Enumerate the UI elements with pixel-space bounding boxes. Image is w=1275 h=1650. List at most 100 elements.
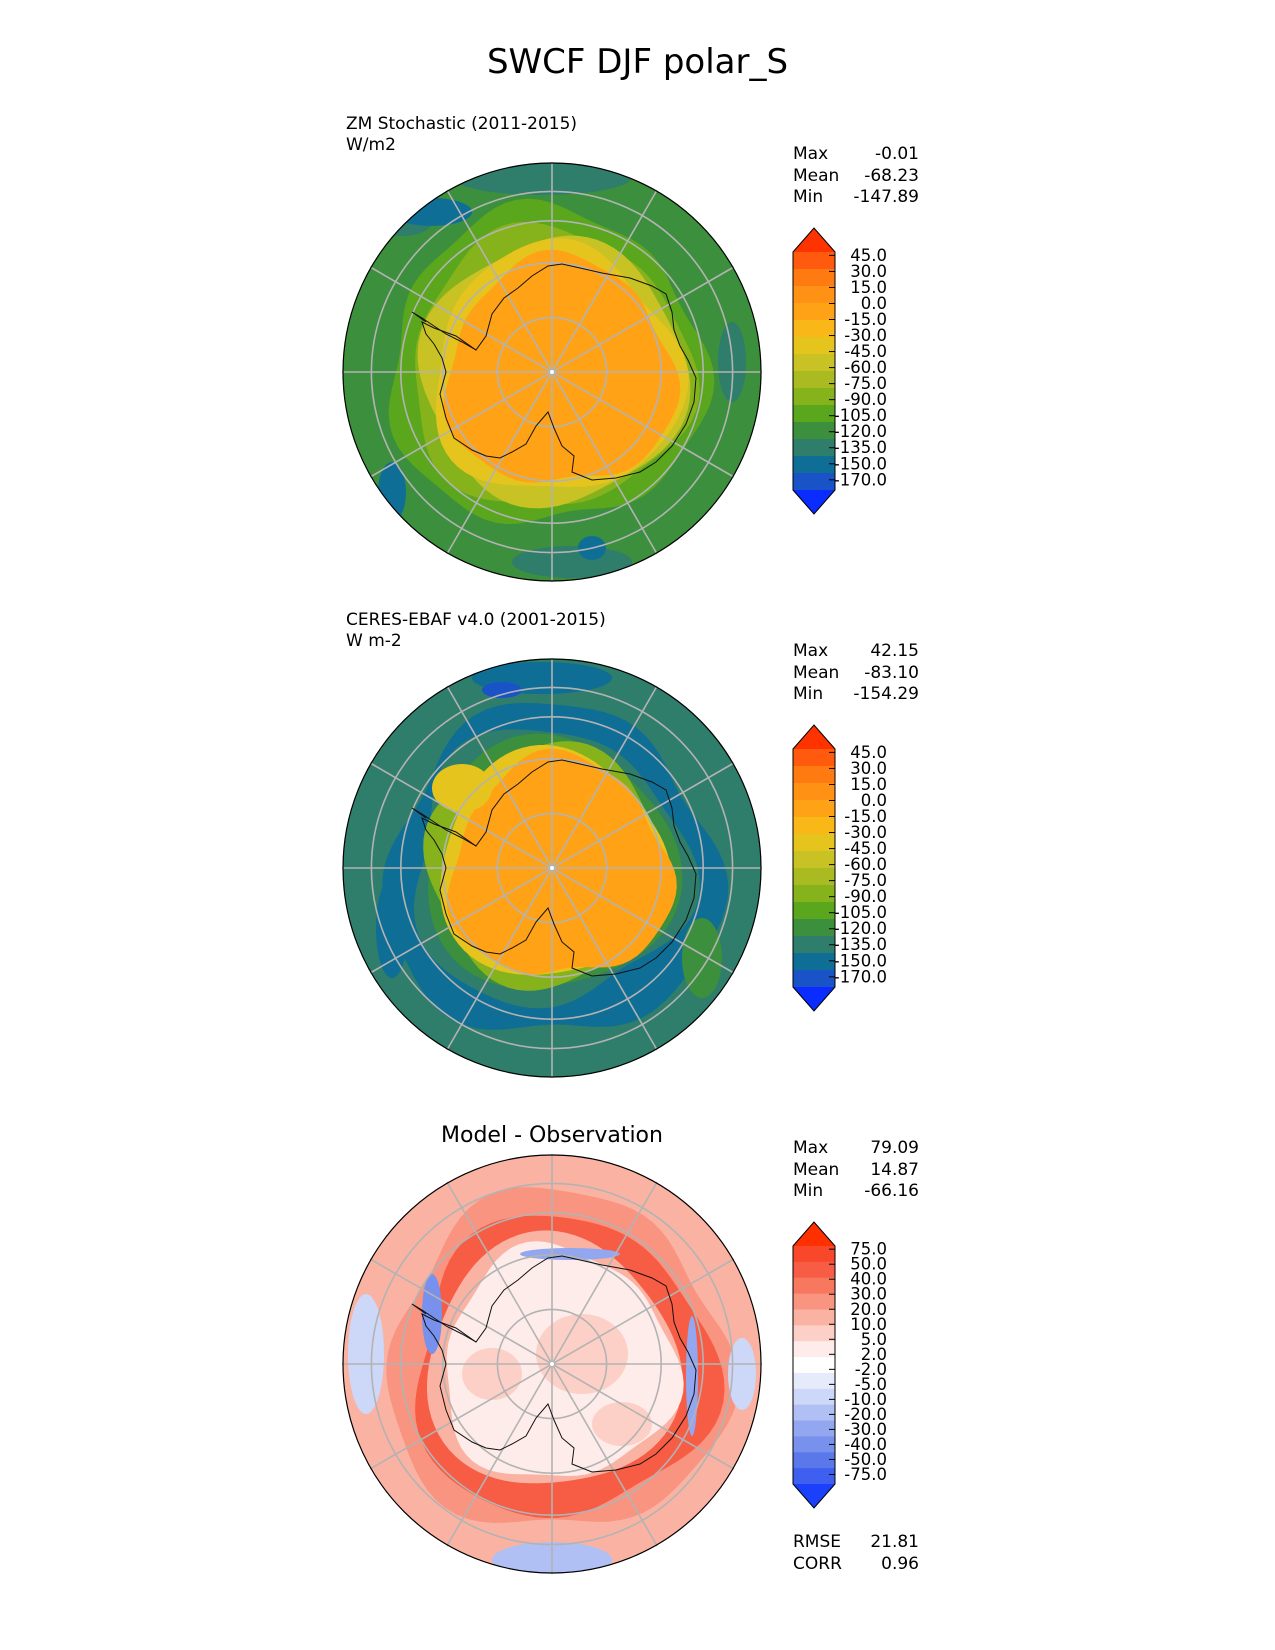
- colorbar-segment: [793, 337, 835, 355]
- colorbar-segment: [793, 473, 835, 491]
- metric-label: RMSE: [793, 1532, 842, 1552]
- colorbar-tick-label: -135.0: [834, 438, 887, 457]
- colorbar-tick-label: 30.0: [850, 1285, 887, 1304]
- colorbar-segment: [793, 885, 835, 903]
- colorbar-segment: [793, 783, 835, 801]
- colorbar-tick-label: -50.0: [844, 1450, 887, 1469]
- colorbar-segment: [793, 252, 835, 270]
- colorbar-segment: [793, 766, 835, 784]
- colorbar-tick-label: 50.0: [850, 1255, 887, 1274]
- colorbar-tick-label: -30.0: [844, 1420, 887, 1439]
- colorbar-tick-label: -150.0: [834, 951, 887, 970]
- colorbar-tick-label: 45.0: [850, 246, 887, 265]
- field-patch-4: [728, 1338, 756, 1410]
- colorbar-segment: [793, 834, 835, 852]
- colorbar-extend-min: [793, 1484, 835, 1508]
- colorbar-outline: [792, 724, 836, 1012]
- panel3-stats: Max 79.09 Mean 14.87 Min -66.16: [793, 1138, 919, 1203]
- colorbar-segment: [793, 422, 835, 440]
- stat-value: -154.29: [853, 684, 919, 704]
- field-patch-1: [482, 682, 522, 698]
- metric-row: CORR 0.96: [793, 1554, 919, 1576]
- stat-row: Mean -83.10: [793, 663, 919, 685]
- colorbar-tick-label: -60.0: [844, 855, 887, 874]
- colorbar-segment: [793, 303, 835, 321]
- colorbar-tick-label: -40.0: [844, 1435, 887, 1454]
- stat-value: 42.15: [870, 641, 919, 661]
- colorbar-tick-label: 10.0: [850, 1315, 887, 1334]
- stat-row: Mean 14.87: [793, 1160, 919, 1182]
- metric-row: RMSE 21.81: [793, 1532, 919, 1554]
- stat-value: -83.10: [864, 662, 919, 683]
- metric-label: CORR: [793, 1553, 842, 1574]
- pole-marker: [550, 1362, 554, 1366]
- panel2-stats: Max 42.15 Mean -83.10 Min -154.29: [793, 641, 919, 706]
- colorbar-tick-label: -30.0: [844, 823, 887, 842]
- colorbar-outline: [792, 227, 836, 515]
- colorbar-tick-label: 30.0: [850, 759, 887, 778]
- colorbar-tick-label: -20.0: [844, 1405, 887, 1424]
- colorbar-segment: [793, 286, 835, 304]
- metric-value: 0.96: [881, 1553, 919, 1574]
- antarctic-peninsula-coastline: [411, 311, 477, 351]
- panel1-title-line1: ZM Stochastic (2011-2015): [346, 114, 578, 134]
- colorbar-segment: [793, 800, 835, 818]
- panel2-colorbar: 45.030.015.00.0-15.0-30.0-45.0-60.0-75.0…: [792, 724, 887, 1012]
- colorbar-segment: [793, 868, 835, 886]
- stat-label: Max: [793, 641, 829, 661]
- colorbar-tick-label: -15.0: [844, 310, 887, 329]
- colorbar-segment: [793, 388, 835, 406]
- panel1-units: W/m2: [346, 135, 396, 155]
- panel1-colorbar: 45.030.015.00.0-15.0-30.0-45.0-60.0-75.0…: [792, 227, 887, 515]
- panel2-title-line1: CERES-EBAF v4.0 (2001-2015): [346, 610, 606, 630]
- colorbar-tick-label: 45.0: [850, 743, 887, 762]
- colorbar-tick-label: -90.0: [844, 887, 887, 906]
- colorbar-segment: [793, 1404, 835, 1422]
- colorbar-segment: [793, 1341, 835, 1358]
- panel2-title: CERES-EBAF v4.0 (2001-2015) W m-2: [346, 610, 606, 652]
- colorbar-segment: [793, 269, 835, 287]
- colorbar-segment: [793, 749, 835, 767]
- metric-value: 21.81: [870, 1532, 919, 1552]
- colorbar-tick-label: 2.0: [861, 1345, 887, 1364]
- stat-label: Max: [793, 1138, 829, 1158]
- colorbar-tick-label: 20.0: [850, 1300, 887, 1319]
- colorbar-tick-label: 5.0: [861, 1330, 887, 1349]
- stat-row: Mean -68.23: [793, 166, 919, 188]
- colorbar-segment: [793, 1372, 835, 1390]
- colorbar-tick-label: -105.0: [834, 406, 887, 425]
- pole-marker: [550, 866, 554, 870]
- stat-value: 79.09: [870, 1138, 919, 1158]
- colorbar-tick-label: -5.0: [855, 1375, 887, 1394]
- stat-value: -66.16: [864, 1181, 919, 1201]
- colorbar-segment: [793, 371, 835, 389]
- colorbar-segment: [793, 405, 835, 423]
- colorbar-tick-label: -75.0: [844, 1465, 887, 1484]
- colorbar-extend-max: [793, 725, 835, 749]
- colorbar-segment: [793, 1293, 835, 1310]
- colorbar-extend-min: [793, 490, 835, 514]
- colorbar-segment: [793, 1420, 835, 1437]
- field-patch-2: [376, 878, 408, 978]
- colorbar-segment: [793, 1325, 835, 1342]
- stat-label: Mean: [793, 165, 840, 186]
- colorbar-tick-label: -105.0: [834, 903, 887, 922]
- stat-value: 14.87: [870, 1159, 919, 1180]
- colorbar-segment: [793, 354, 835, 372]
- field-patch-3: [682, 918, 722, 998]
- colorbar-tick-label: -45.0: [844, 342, 887, 361]
- colorbar-tick-label: -135.0: [834, 935, 887, 954]
- stat-label: Max: [793, 144, 829, 164]
- colorbar-tick-label: 0.0: [861, 791, 887, 810]
- colorbar-segment: [793, 1452, 835, 1469]
- colorbar-segment: [793, 1261, 835, 1279]
- colorbar-tick-label: -120.0: [834, 919, 887, 938]
- stat-row: Min -147.89: [793, 187, 919, 209]
- panel3-colorbar: 75.050.040.030.020.010.05.02.0-2.0-5.0-1…: [792, 1221, 887, 1509]
- colorbar-segment: [793, 1246, 835, 1263]
- field-patch-8: [520, 1248, 620, 1260]
- colorbar-extend-max: [793, 1222, 835, 1246]
- colorbar-tick-label: 40.0: [850, 1270, 887, 1289]
- stat-row: Max 79.09: [793, 1138, 919, 1160]
- colorbar-tick-label: 75.0: [850, 1240, 887, 1259]
